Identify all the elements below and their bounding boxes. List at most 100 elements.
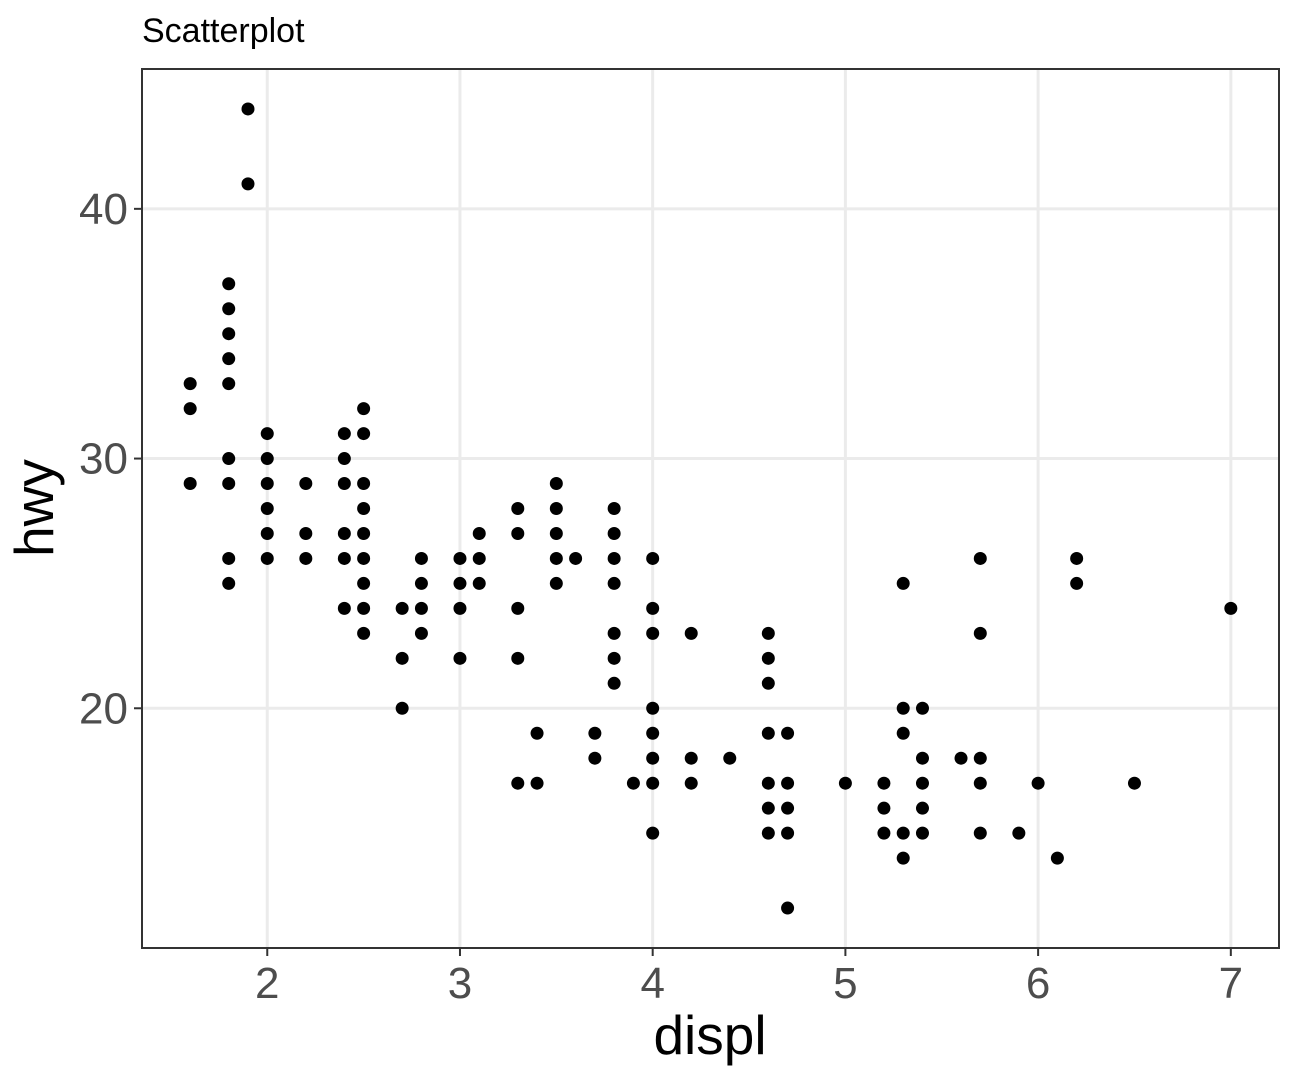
x-tick-label: 3 [448, 959, 472, 1008]
data-point [337, 427, 351, 441]
data-point [453, 601, 467, 615]
data-point [453, 651, 467, 665]
data-point [954, 751, 968, 765]
data-point [549, 526, 563, 540]
data-point [357, 502, 371, 515]
x-tick-label: 2 [255, 959, 279, 1008]
data-point [896, 726, 910, 740]
data-point [222, 477, 236, 491]
data-point [549, 551, 563, 565]
data-point [1070, 551, 1084, 565]
data-point [1012, 826, 1026, 840]
data-point [222, 302, 236, 316]
data-point [973, 826, 987, 840]
data-points [183, 102, 1238, 915]
data-point [896, 701, 910, 715]
data-point [337, 601, 351, 615]
data-point [357, 626, 371, 640]
data-point [357, 601, 371, 615]
data-point [646, 701, 660, 715]
data-point [549, 502, 563, 515]
data-point [395, 601, 409, 615]
data-point [973, 551, 987, 565]
data-point [607, 651, 621, 665]
data-point [761, 826, 775, 840]
data-point [395, 651, 409, 665]
data-point [915, 826, 929, 840]
data-point [723, 751, 737, 765]
data-point [511, 776, 525, 790]
data-point [511, 651, 525, 665]
data-point [337, 551, 351, 565]
plot-panel [141, 68, 1280, 949]
data-point [395, 701, 409, 715]
data-point [299, 526, 313, 540]
data-point [453, 576, 467, 590]
data-point [260, 502, 274, 515]
data-point [414, 551, 428, 565]
data-point [472, 576, 486, 590]
data-point [183, 377, 197, 391]
x-tick-label: 7 [1219, 959, 1243, 1008]
data-point [549, 576, 563, 590]
data-point [607, 676, 621, 690]
data-point [222, 352, 236, 366]
data-point [588, 751, 602, 765]
data-point [781, 776, 795, 790]
data-point [260, 477, 274, 491]
data-point [761, 626, 775, 640]
y-tick-label: 40 [79, 185, 128, 234]
data-point [260, 452, 274, 466]
data-point [530, 776, 544, 790]
data-point [761, 801, 775, 815]
data-point [915, 801, 929, 815]
data-point [646, 601, 660, 615]
data-point [646, 626, 660, 640]
data-point [357, 427, 371, 441]
data-point [530, 726, 544, 740]
data-point [915, 751, 929, 765]
data-point [973, 776, 987, 790]
data-point [357, 526, 371, 540]
data-point [511, 601, 525, 615]
data-point [877, 801, 891, 815]
data-point [183, 477, 197, 491]
data-point [260, 551, 274, 565]
data-point [973, 626, 987, 640]
x-tick-label: 5 [833, 959, 857, 1008]
data-point [684, 626, 698, 640]
data-point [838, 776, 852, 790]
axis-ticks: 2 3 4 5 6 7 20 30 40 [79, 185, 1243, 1008]
data-point [684, 751, 698, 765]
data-point [684, 776, 698, 790]
data-point [337, 526, 351, 540]
chart-title: Scatterplot [142, 12, 305, 50]
x-axis-title: displ [653, 1004, 766, 1066]
x-tick-label: 6 [1026, 959, 1050, 1008]
data-point [607, 502, 621, 515]
data-point [222, 377, 236, 391]
data-point [646, 751, 660, 765]
data-point [453, 551, 467, 565]
data-point [222, 576, 236, 590]
y-axis-title: hwy [3, 459, 65, 557]
data-point [357, 402, 371, 416]
data-point [761, 726, 775, 740]
data-point [781, 901, 795, 915]
data-point [357, 551, 371, 565]
data-point [646, 776, 660, 790]
data-point [222, 452, 236, 466]
data-point [761, 776, 775, 790]
data-point [588, 726, 602, 740]
data-point [761, 651, 775, 665]
data-point [511, 526, 525, 540]
y-tick-label: 20 [79, 684, 128, 733]
data-point [414, 576, 428, 590]
data-point [607, 526, 621, 540]
data-point [607, 626, 621, 640]
data-point [357, 477, 371, 491]
data-point [781, 801, 795, 815]
data-point [222, 551, 236, 565]
data-point [472, 526, 486, 540]
